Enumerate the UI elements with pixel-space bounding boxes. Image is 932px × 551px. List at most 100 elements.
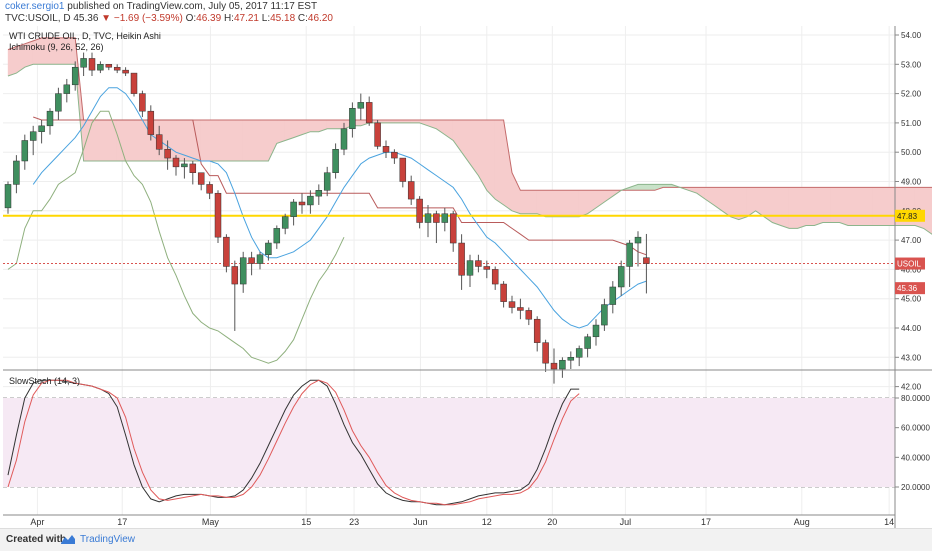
- price-tag-label: 47.83: [897, 212, 918, 221]
- price-tag-label: USOIL: [897, 260, 922, 269]
- time-tick-label: 15: [301, 517, 311, 527]
- candle: [88, 52, 96, 77]
- candle-body: [307, 195, 314, 206]
- candle: [248, 251, 255, 276]
- cloud-segment: [545, 190, 555, 217]
- candle-body: [349, 108, 356, 130]
- cloud-segment: [335, 119, 345, 129]
- cloud-segment: [797, 187, 807, 229]
- chikou-line: [7, 110, 345, 364]
- candle: [424, 204, 432, 238]
- chart-canvas[interactable]: Apr 17 May 15 23 Jun 12 20 Jul 17 Aug 14 54.00 53.00 5…: [0, 26, 932, 528]
- cloud-segment: [537, 190, 546, 217]
- candle: [122, 67, 129, 77]
- candle: [332, 143, 339, 179]
- price-tick-label: 53.00: [901, 60, 922, 69]
- candle-body: [592, 324, 600, 338]
- candle-body: [626, 242, 633, 267]
- cloud-segment: [856, 187, 865, 226]
- last-price: 45.36: [73, 13, 99, 24]
- candle-body: [97, 64, 104, 71]
- candle-body: [55, 93, 62, 112]
- candle: [265, 240, 272, 261]
- candle-body: [365, 102, 373, 124]
- cloud-segment: [100, 119, 110, 162]
- price-tick-label: 50.00: [901, 148, 922, 157]
- stoch-tick-label: 80.0000: [901, 394, 930, 403]
- candle: [97, 61, 104, 74]
- price-tick-label: 43.00: [901, 353, 922, 362]
- cloud-segment: [847, 187, 857, 226]
- candles[interactable]: [4, 52, 650, 384]
- stoch-lines: [7, 379, 580, 506]
- candle: [21, 134, 29, 170]
- low-value: 45.18: [270, 13, 296, 24]
- candle-body: [214, 192, 222, 238]
- candle-body: [416, 198, 423, 223]
- candle: [559, 357, 566, 378]
- candle-body: [475, 260, 482, 267]
- candle-body: [357, 102, 365, 109]
- candle-body: [315, 190, 323, 197]
- candle-body: [38, 125, 45, 132]
- cloud-segment: [562, 190, 571, 217]
- candle: [567, 351, 575, 370]
- down-arrow-icon: ▼: [101, 13, 112, 24]
- candle: [323, 166, 331, 197]
- candle: [399, 157, 407, 188]
- candle-body: [256, 254, 264, 264]
- cloud-segment: [772, 187, 781, 226]
- candle: [139, 90, 146, 118]
- candle-body: [29, 131, 37, 141]
- candle: [575, 345, 583, 367]
- candle-body: [139, 93, 146, 112]
- candle-body: [80, 58, 87, 68]
- candle: [307, 190, 314, 214]
- cloud-segment: [285, 119, 294, 141]
- candle-body: [609, 286, 617, 305]
- price-tick-label: 51.00: [901, 119, 922, 128]
- stoch-tick-label: 20.0000: [901, 483, 930, 492]
- candle: [206, 181, 213, 200]
- candle: [239, 251, 247, 293]
- candle: [113, 64, 121, 74]
- candle: [525, 307, 533, 326]
- cloud-segment: [200, 119, 210, 162]
- low-label: L:: [261, 13, 271, 24]
- candle: [365, 96, 373, 126]
- cloud-segment: [251, 119, 261, 162]
- cloud-segment: [486, 119, 496, 200]
- candle: [433, 210, 440, 244]
- cloud-segment: [276, 119, 286, 144]
- price-tick-label: 49.00: [901, 178, 922, 187]
- tradingview-brand[interactable]: TradingView: [80, 534, 136, 545]
- candle-body: [525, 310, 533, 320]
- cloud-segment: [839, 187, 849, 226]
- candle-body: [248, 257, 255, 264]
- candle-body: [500, 283, 507, 302]
- time-tick-label: 12: [482, 517, 492, 527]
- close-label: C:: [297, 13, 308, 24]
- author-link[interactable]: coker.sergio1: [5, 1, 65, 12]
- candle: [500, 281, 507, 308]
- candle: [29, 125, 37, 156]
- cloud-segment: [495, 119, 504, 206]
- time-tick-label: 20: [547, 517, 557, 527]
- candle: [155, 125, 163, 156]
- time-tick-label: Jun: [413, 517, 428, 527]
- candle-body: [550, 362, 558, 370]
- axis-labels: Apr 17 May 15 23 Jun 12 20 Jul 17 Aug 14 54.00 53.00 5…: [30, 31, 930, 527]
- candle-body: [130, 72, 138, 94]
- time-tick-label: 14: [884, 517, 894, 527]
- cloud-segment: [234, 119, 244, 162]
- candle-body: [164, 149, 171, 159]
- candle: [46, 108, 54, 135]
- time-tick-label: 17: [117, 517, 127, 527]
- ohlc-line: TVC:USOIL, D 45.36 ▼ −1.69 (−3.59%) O:46…: [5, 13, 333, 25]
- price-tick-label: 54.00: [901, 31, 922, 40]
- candle-body: [441, 213, 449, 223]
- candle: [256, 251, 264, 270]
- candle: [643, 233, 650, 294]
- candle: [483, 260, 491, 279]
- candle-body: [391, 151, 398, 159]
